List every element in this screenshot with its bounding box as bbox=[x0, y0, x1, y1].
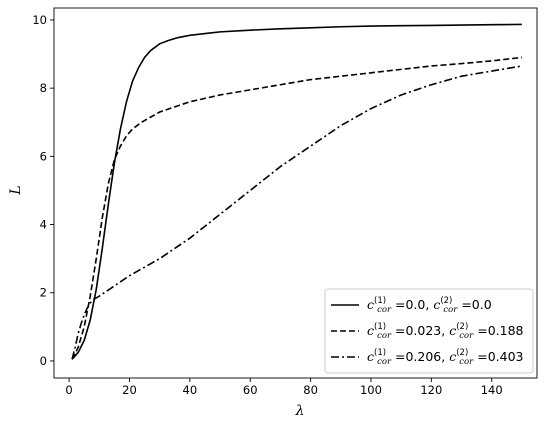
series-line-1 bbox=[71, 23, 522, 360]
legend-label-1: c(1) cor =0.0, c(2) cor =0.0 bbox=[367, 296, 492, 315]
x-tick-label: 120 bbox=[420, 383, 442, 397]
legend-box bbox=[324, 288, 534, 374]
series-line-3 bbox=[71, 65, 523, 360]
x-tick-label: 140 bbox=[481, 383, 503, 397]
y-tick-label: 2 bbox=[40, 286, 47, 300]
y-tick-label: 0 bbox=[40, 354, 47, 368]
plot-area bbox=[71, 23, 523, 360]
x-axis-label: λ bbox=[295, 403, 305, 419]
y-tick-label: 6 bbox=[40, 149, 47, 163]
legend-label-3: c(1) cor =0.206, c(2) cor =0.403 bbox=[367, 348, 523, 367]
x-tick-label: 100 bbox=[360, 383, 382, 397]
y-tick-label: 10 bbox=[32, 13, 47, 27]
y-tick-label: 4 bbox=[40, 218, 47, 232]
x-tick-label: 60 bbox=[243, 383, 258, 397]
legend: c(1) cor =0.0, c(2) cor =0.0 c(1) cor =0.023… bbox=[324, 288, 534, 374]
x-tick-label: 80 bbox=[303, 383, 318, 397]
x-tick-label: 40 bbox=[183, 383, 198, 397]
x-tick-label: 20 bbox=[122, 383, 137, 397]
axes: 0 20 40 60 80 100 120 140 0 2 4 6 8 10 bbox=[32, 7, 538, 397]
plot-frame bbox=[53, 7, 538, 379]
y-tick-label: 8 bbox=[40, 81, 47, 95]
x-tick-label: 0 bbox=[65, 383, 72, 397]
y-axis-label: L bbox=[8, 185, 24, 195]
series-line-2 bbox=[71, 56, 522, 360]
legend-label-2: c(1) cor =0.023, c(2) cor =0.188 bbox=[367, 322, 524, 341]
